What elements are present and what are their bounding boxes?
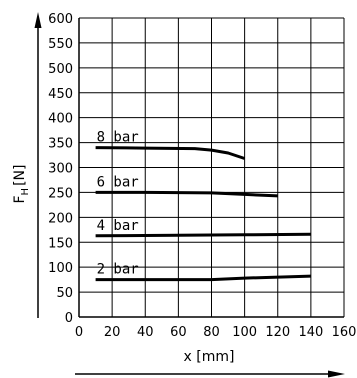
y-tick-labels: 0 50 100 150 200 250 300 350 400 450 500 550 600 (48, 12, 73, 326)
y-tick-label: 550 (48, 37, 73, 52)
y-tick-label: 50 (56, 286, 73, 301)
x-tick-label: 100 (232, 325, 257, 340)
x-tick-label: 40 (137, 325, 154, 340)
series-label: 6 bar (97, 174, 139, 190)
x-tick-label: 80 (203, 325, 220, 340)
series-lines (95, 146, 311, 282)
x-tick-label: 60 (170, 325, 187, 340)
series-line (95, 190, 278, 198)
x-tick-label: 160 (332, 325, 357, 340)
y-tick-label: 500 (48, 62, 73, 77)
series-label: 4 bar (97, 218, 139, 234)
x-direction-arrowhead (328, 370, 345, 378)
grid (79, 17, 345, 317)
series-label: 2 bar (97, 262, 139, 278)
series-line (95, 274, 311, 282)
y-tick-label: 0 (65, 311, 73, 326)
x-tick-label: 0 (75, 325, 83, 340)
series-label: 8 bar (97, 130, 139, 146)
axes (34, 12, 345, 378)
y-tick-label: 150 (48, 236, 73, 251)
x-tick-label: 140 (298, 325, 323, 340)
y-tick-label: 100 (48, 261, 73, 276)
x-axis-label: x [mm] (184, 349, 235, 365)
x-tick-labels: 0 20 40 60 80 100 120 140 160 (75, 325, 357, 340)
y-direction-arrowhead (34, 12, 42, 28)
y-tick-label: 600 (48, 12, 73, 27)
y-axis-label: FH[N] (12, 165, 31, 204)
y-axis-title: FH[N] (12, 165, 31, 204)
series-line (95, 232, 311, 238)
series-line (95, 146, 246, 160)
y-tick-label: 300 (48, 162, 73, 177)
x-tick-label: 20 (104, 325, 121, 340)
x-tick-label: 120 (265, 325, 290, 340)
y-tick-label: 250 (48, 186, 73, 201)
series-labels: 8 bar 6 bar 4 bar 2 bar (97, 130, 139, 278)
y-tick-label: 400 (48, 112, 73, 127)
y-tick-label: 450 (48, 87, 73, 102)
y-tick-label: 350 (48, 137, 73, 152)
y-tick-label: 200 (48, 211, 73, 226)
